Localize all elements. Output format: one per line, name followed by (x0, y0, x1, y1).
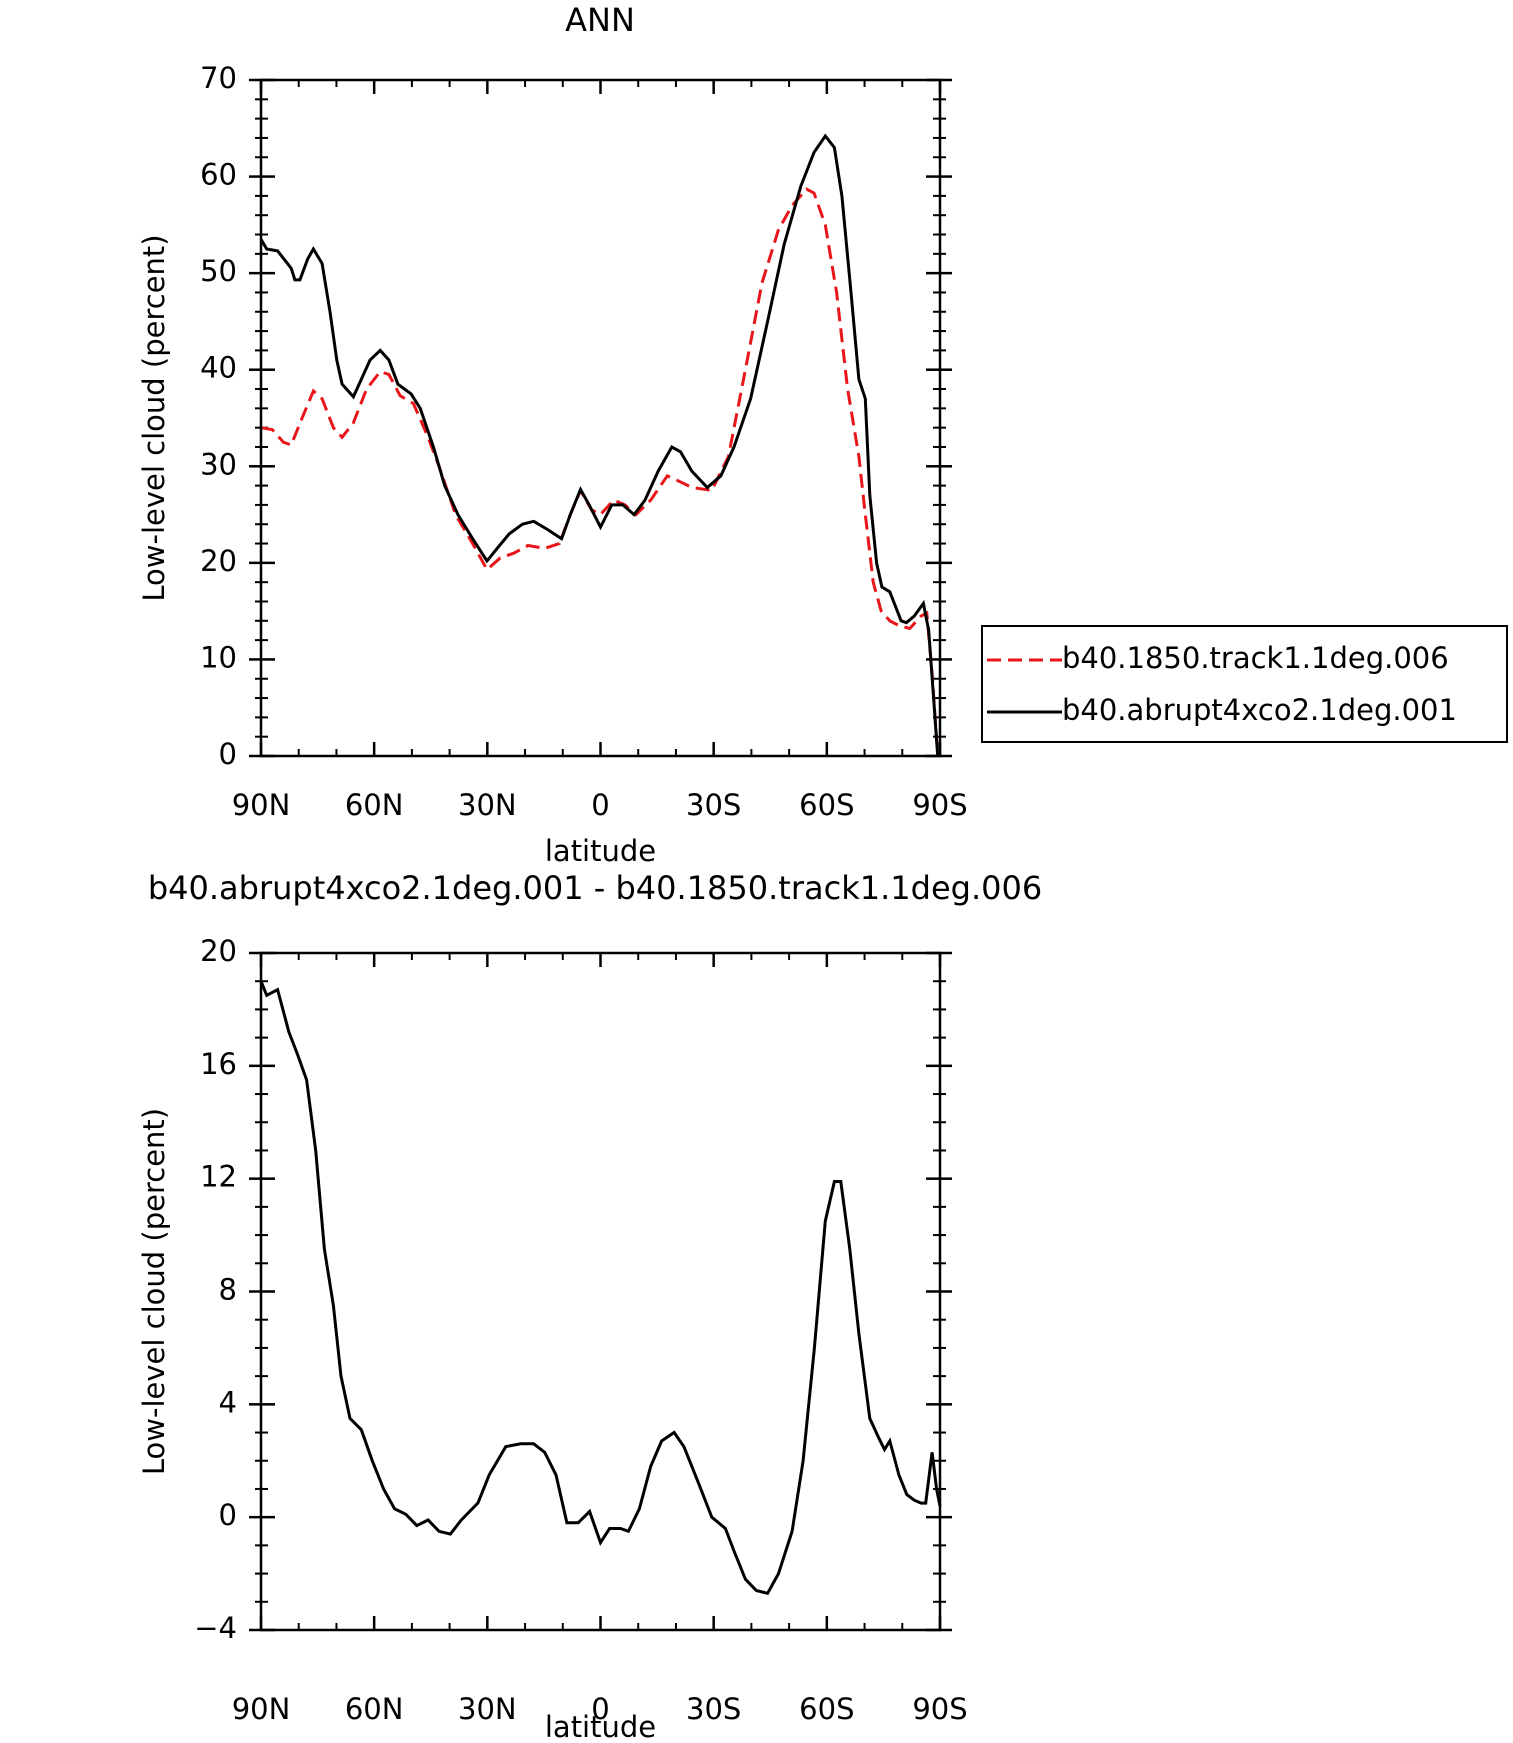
y-tick-label: 16 (200, 1047, 237, 1081)
x-tick-label: 60S (799, 788, 854, 822)
y-tick-label: 20 (200, 544, 237, 578)
y-tick-label: 50 (200, 254, 237, 288)
x-axis-label: latitude (545, 834, 656, 868)
x-tick-label: 90N (232, 788, 291, 822)
x-axis-label: latitude (545, 1710, 656, 1743)
x-tick-label: 60N (345, 1692, 404, 1726)
x-tick-label: 30S (686, 1692, 741, 1726)
plot-frame (259, 78, 942, 758)
y-tick-label: 8 (219, 1273, 237, 1307)
y-axis-label: Low-level cloud (percent) (137, 1108, 171, 1475)
legend-label: b40.abrupt4xco2.1deg.001 (1062, 693, 1457, 727)
x-tick-label: 90N (232, 1692, 291, 1726)
y-tick-label: 12 (200, 1160, 237, 1194)
legend-label: b40.1850.track1.1deg.006 (1062, 641, 1449, 675)
y-tick-label: 4 (219, 1385, 237, 1419)
y-tick-label: −4 (194, 1611, 237, 1645)
y-tick-label: 30 (200, 447, 237, 481)
x-tick-label: 30S (686, 788, 741, 822)
x-tick-label: 60N (345, 788, 404, 822)
y-tick-label: 70 (200, 61, 237, 95)
chart-title: b40.abrupt4xco2.1deg.001 - b40.1850.trac… (148, 869, 1042, 907)
data-line (259, 980, 942, 1596)
y-tick-label: 20 (200, 934, 237, 968)
y-tick-label: 10 (200, 640, 237, 674)
chart-title: ANN (565, 1, 635, 39)
plot-frame (259, 951, 942, 1632)
x-tick-label: 0 (591, 788, 609, 822)
data-line (260, 187, 940, 757)
legend-box (981, 625, 1508, 743)
x-tick-label: 90S (912, 788, 967, 822)
y-tick-label: 0 (219, 737, 237, 771)
y-tick-label: 40 (200, 351, 237, 385)
y-axis-label: Low-level cloud (percent) (137, 234, 171, 601)
x-tick-label: 30N (458, 788, 517, 822)
data-line (259, 133, 940, 757)
x-tick-label: 60S (799, 1692, 854, 1726)
y-tick-label: 0 (219, 1498, 237, 1532)
y-tick-label: 60 (200, 158, 237, 192)
x-tick-label: 0 (591, 1692, 609, 1726)
x-tick-label: 90S (912, 1692, 967, 1726)
x-tick-label: 30N (458, 1692, 517, 1726)
